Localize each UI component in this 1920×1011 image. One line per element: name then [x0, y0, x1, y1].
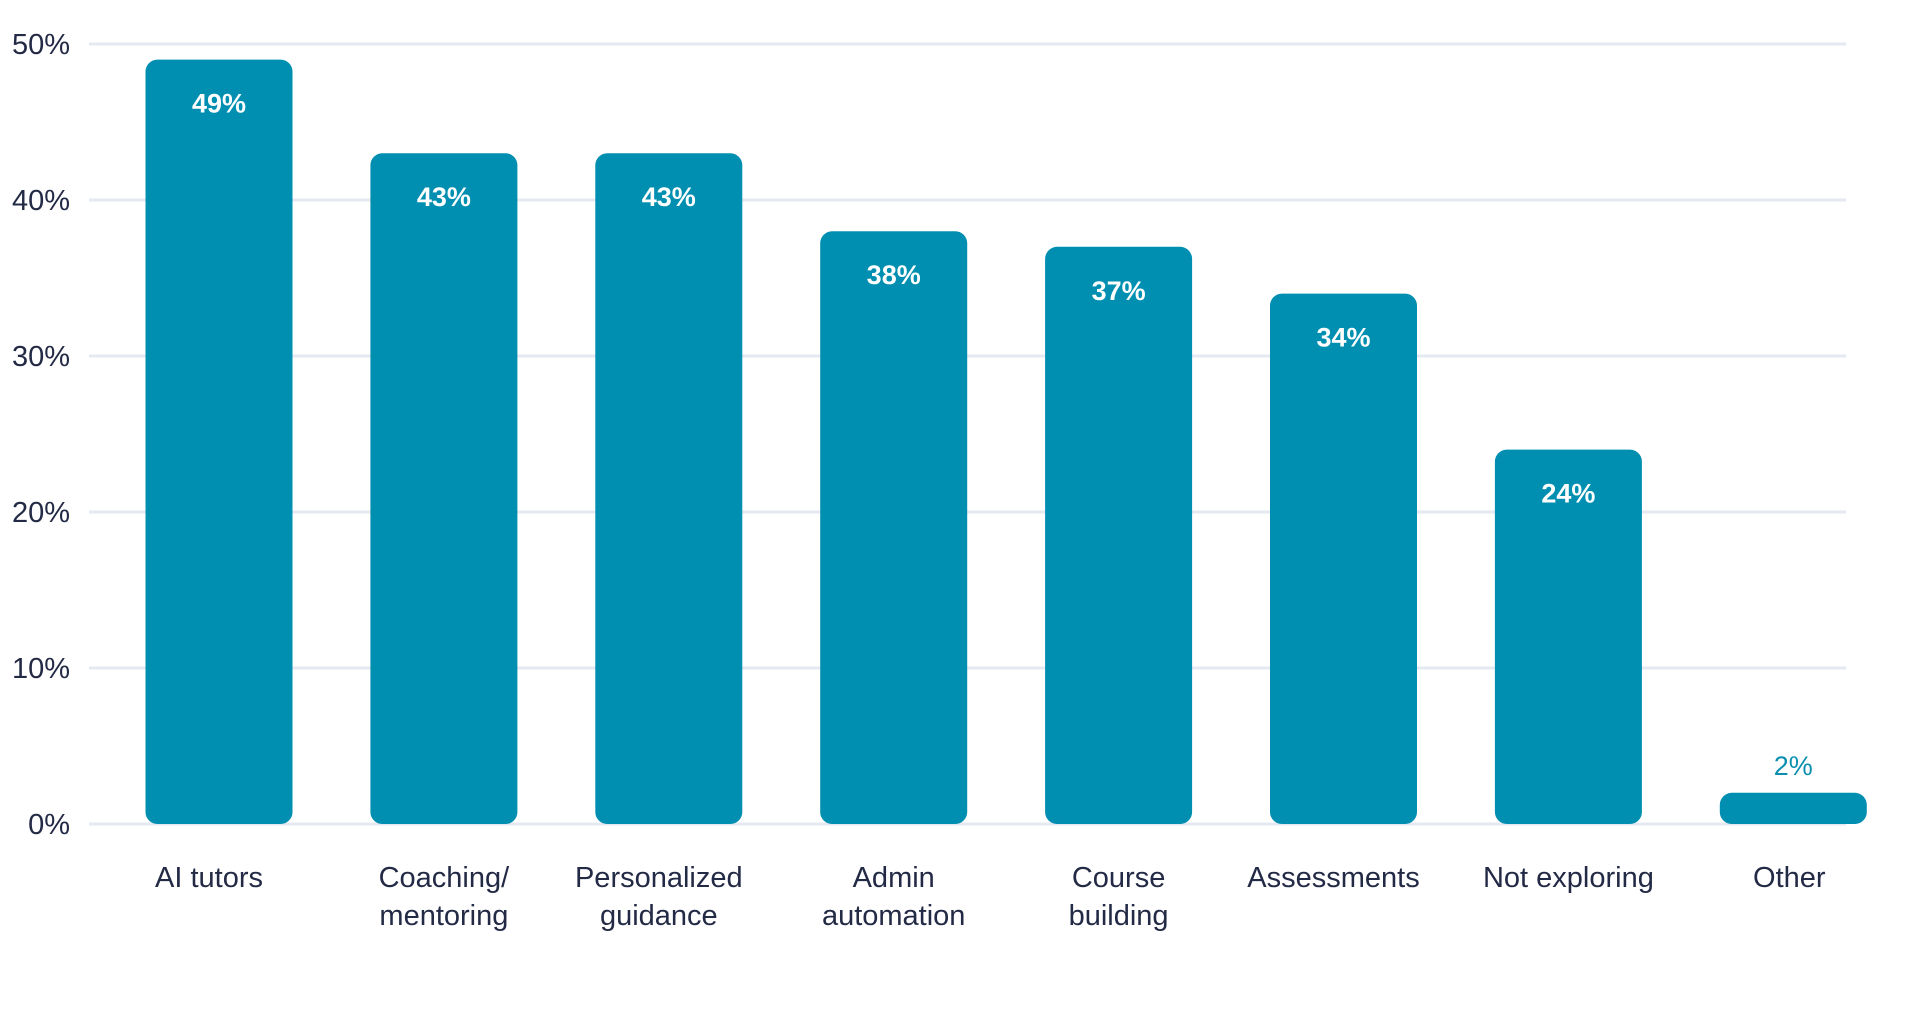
bar — [370, 153, 518, 824]
data-label: 43% — [642, 182, 696, 212]
data-label: 24% — [1541, 479, 1595, 509]
data-label: 38% — [867, 260, 921, 290]
x-tick-label: Coaching/ — [379, 862, 511, 894]
x-tick-label: Personalized — [575, 862, 743, 894]
bar — [1270, 293, 1417, 825]
x-tick-label: Other — [1753, 862, 1826, 894]
y-tick-label: 30% — [12, 341, 70, 373]
x-tick-label: Admin — [853, 862, 935, 894]
bar — [820, 231, 968, 824]
data-label: 37% — [1092, 276, 1146, 306]
x-tick-label: Not exploring — [1483, 862, 1654, 894]
bar — [1494, 449, 1642, 824]
y-tick-label: 0% — [28, 809, 70, 841]
x-tick-label: Course — [1072, 862, 1166, 894]
y-tick-label: 40% — [12, 185, 70, 217]
data-label: 49% — [192, 89, 246, 119]
x-tick-label: automation — [822, 900, 966, 932]
x-tick-label: guidance — [600, 900, 718, 932]
x-tick-label: Assessments — [1247, 862, 1419, 894]
y-tick-label: 50% — [12, 29, 70, 61]
data-label: 2% — [1774, 751, 1813, 781]
bar — [595, 153, 743, 824]
x-tick-label: building — [1069, 900, 1169, 932]
bar — [1719, 792, 1867, 824]
x-tick-label: mentoring — [379, 900, 508, 932]
x-tick-label: AI tutors — [155, 862, 263, 894]
y-tick-label: 20% — [12, 497, 70, 529]
y-tick-label: 10% — [12, 653, 70, 685]
data-label: 34% — [1316, 323, 1370, 353]
bar — [1045, 246, 1193, 825]
bar — [145, 59, 293, 825]
data-label: 43% — [417, 182, 471, 212]
